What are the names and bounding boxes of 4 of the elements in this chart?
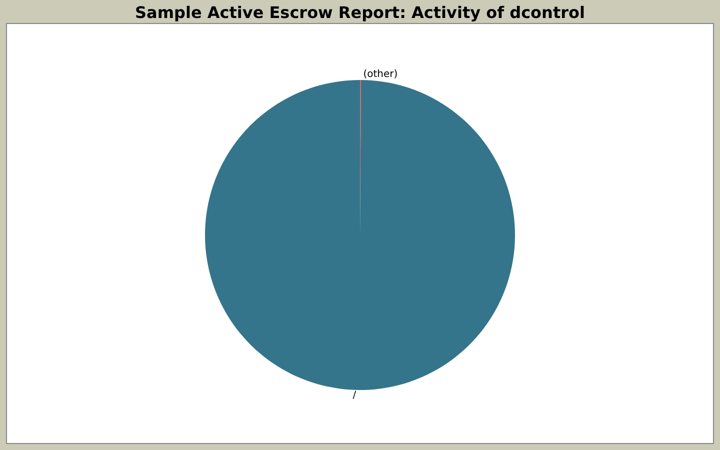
slice-label: / — [352, 390, 357, 401]
pie-slice — [205, 80, 515, 390]
slice-label: (other) — [363, 69, 398, 80]
chart-title: Sample Active Escrow Report: Activity of dcontrol — [135, 2, 585, 22]
